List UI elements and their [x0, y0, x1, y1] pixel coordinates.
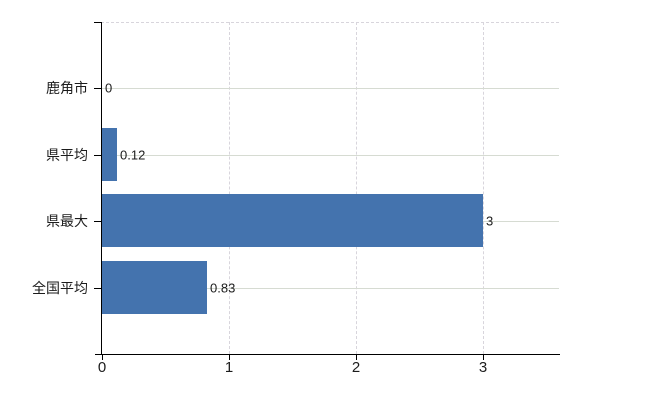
- x-axis-tick-label: 1: [224, 359, 234, 376]
- x-axis-tick-label: 0: [97, 359, 107, 376]
- gridline-vertical: [356, 22, 357, 354]
- bar: [102, 128, 117, 181]
- bar: [102, 194, 483, 247]
- y-axis-tick: [94, 221, 101, 222]
- x-axis: [95, 354, 560, 355]
- value-label: 0.12: [120, 147, 146, 163]
- value-label: 3: [486, 213, 494, 229]
- y-axis-top-tick: [94, 22, 101, 23]
- category-label: 鹿角市: [46, 80, 88, 96]
- gridline-horizontal: [102, 155, 559, 156]
- category-label: 全国平均: [32, 280, 88, 296]
- y-axis-tick: [94, 288, 101, 289]
- gridline-horizontal: [102, 88, 559, 89]
- x-axis-tick: [229, 354, 230, 360]
- gridline-vertical: [229, 22, 230, 354]
- value-label: 0: [105, 80, 113, 96]
- y-axis-tick: [94, 155, 101, 156]
- category-label: 県平均: [46, 147, 88, 163]
- gridline-horizontal: [102, 288, 559, 289]
- x-axis-tick: [483, 354, 484, 360]
- x-axis-tick: [356, 354, 357, 360]
- bar: [102, 261, 207, 314]
- plot-top-border: [101, 22, 559, 23]
- x-axis-tick-label: 2: [351, 359, 361, 376]
- y-axis: [101, 22, 102, 355]
- x-axis-tick-label: 3: [478, 359, 488, 376]
- gridline-vertical: [483, 22, 484, 354]
- y-axis-tick: [94, 88, 101, 89]
- category-label: 県最大: [46, 213, 88, 229]
- value-label: 0.83: [210, 280, 236, 296]
- x-axis-tick: [102, 354, 103, 360]
